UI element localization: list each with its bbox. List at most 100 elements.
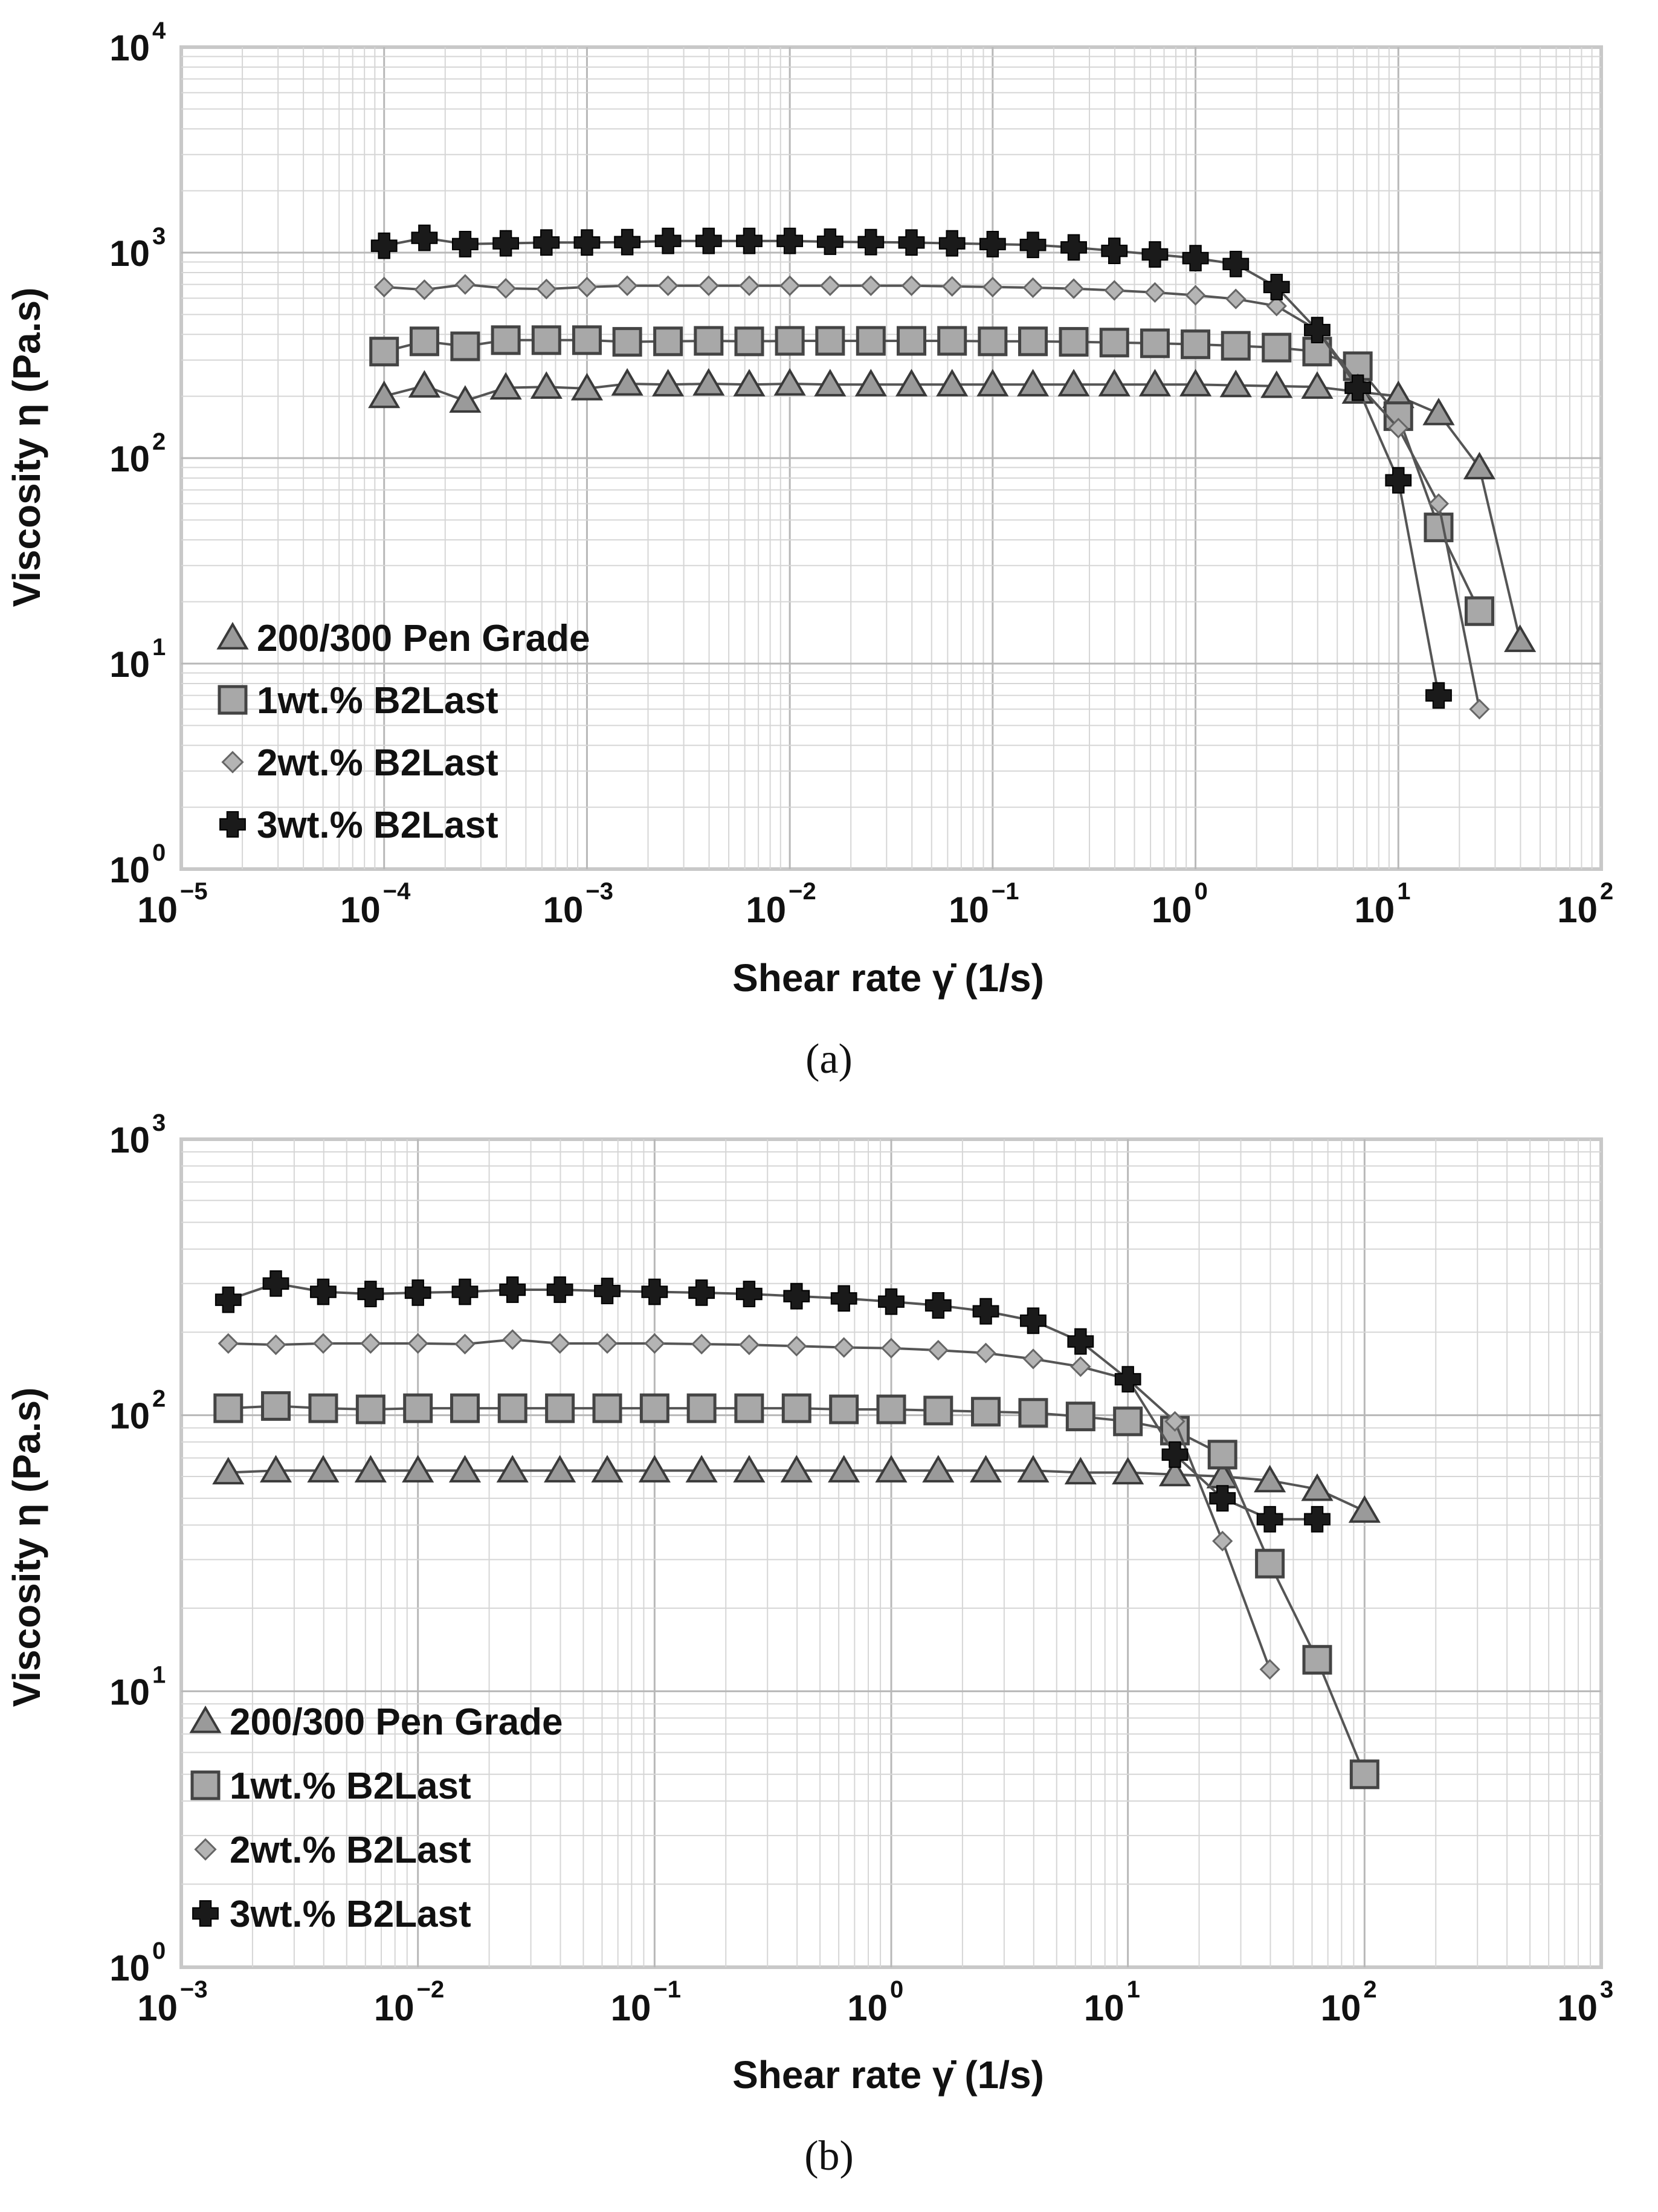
legend-marker xyxy=(216,622,249,650)
data-point xyxy=(819,275,840,296)
data-point xyxy=(614,228,641,256)
data-point xyxy=(1182,245,1209,272)
data-point xyxy=(531,325,561,355)
legend-marker xyxy=(218,685,248,715)
data-point xyxy=(546,1276,573,1303)
y-tick-exponent: 0 xyxy=(152,839,166,866)
legend-marker xyxy=(221,751,244,774)
data-point xyxy=(982,276,1003,298)
data-point xyxy=(1504,624,1537,652)
series-3wt-b2last xyxy=(215,1270,1331,1533)
y-tick-exponent: 3 xyxy=(152,223,166,250)
data-point xyxy=(404,1279,431,1306)
data-point xyxy=(451,1278,479,1305)
x-tick-exponent: −3 xyxy=(180,1976,208,2003)
data-point xyxy=(403,1393,433,1423)
data-point xyxy=(451,231,479,257)
data-point xyxy=(533,229,560,256)
data-point xyxy=(549,1333,570,1354)
data-point xyxy=(212,1457,245,1485)
x-tick-label: 10 xyxy=(1084,1988,1124,2028)
data-point xyxy=(1221,331,1251,361)
data-point xyxy=(312,1333,334,1354)
data-point xyxy=(1059,327,1089,357)
legend-marker xyxy=(190,1770,221,1800)
data-point xyxy=(1212,1530,1233,1552)
data-point xyxy=(1185,285,1206,306)
legend: 200/300 Pen Grade 1wt.% B2Last 2wt.% B2Las… xyxy=(189,1701,563,1935)
data-point xyxy=(496,1455,529,1483)
data-point xyxy=(1022,1348,1044,1370)
y-tick-exponent: 1 xyxy=(152,634,166,661)
data-point xyxy=(616,275,638,296)
data-point xyxy=(698,275,719,296)
series-200-300-pen-grade xyxy=(212,1455,1381,1523)
x-tick-label: 10 xyxy=(374,1988,414,2028)
data-point xyxy=(492,230,520,257)
data-point xyxy=(1388,418,1409,439)
grid xyxy=(181,1139,1601,1967)
data-point xyxy=(924,1292,952,1319)
y-axis-label: Viscosity η (Pa.s) xyxy=(5,1388,48,1707)
data-point xyxy=(1113,1406,1143,1437)
data-point xyxy=(411,224,438,251)
data-point xyxy=(1256,1505,1283,1533)
data-point xyxy=(969,1455,1002,1483)
x-tick-exponent: 2 xyxy=(1600,878,1613,905)
y-tick-exponent: 2 xyxy=(152,428,166,455)
data-point xyxy=(927,1339,949,1361)
data-point xyxy=(1181,329,1211,360)
data-point xyxy=(530,371,563,399)
x-tick-exponent: −1 xyxy=(653,1976,681,2003)
x-tick-label: 10 xyxy=(137,1988,178,2028)
data-point xyxy=(657,275,679,296)
data-point xyxy=(1067,1328,1094,1355)
x-tick-exponent: −3 xyxy=(585,878,613,905)
data-point xyxy=(783,1282,810,1310)
data-point xyxy=(1422,398,1455,425)
data-point xyxy=(639,1393,669,1423)
y-tick-label: 10 xyxy=(109,439,150,479)
data-point xyxy=(978,326,1008,357)
data-point xyxy=(354,1455,387,1483)
data-point xyxy=(738,1334,760,1356)
data-point xyxy=(1425,682,1452,709)
legend-marker xyxy=(189,1706,222,1733)
x-tick-label: 10 xyxy=(1321,1988,1361,2028)
legend-label: 3wt.% B2Last xyxy=(230,1893,471,1935)
x-tick-exponent: 3 xyxy=(1600,1976,1613,2003)
y-tick-exponent: 1 xyxy=(152,1661,166,1688)
data-point xyxy=(1158,1458,1192,1487)
data-point xyxy=(1463,451,1496,480)
data-point xyxy=(638,1455,671,1483)
data-point xyxy=(355,1394,385,1425)
legend-label: 2wt.% B2Last xyxy=(257,742,498,784)
panel-caption: (a) xyxy=(805,1036,853,1082)
data-point xyxy=(686,1393,717,1423)
data-point xyxy=(1301,1473,1334,1501)
data-point xyxy=(1057,369,1090,396)
data-point xyxy=(1098,369,1131,396)
legend-marker xyxy=(194,1838,217,1861)
x-tick-label: 10 xyxy=(847,1988,888,2028)
x-tick-label: 10 xyxy=(340,890,381,930)
data-point xyxy=(971,1397,1001,1427)
data-point xyxy=(780,1455,813,1483)
data-point xyxy=(1254,1464,1286,1493)
data-point xyxy=(1022,277,1044,299)
data-point xyxy=(653,326,683,357)
data-point xyxy=(360,1333,381,1354)
chart-b: 10 −3 10 −2 10 −1 10 0 10 1 10 2 10 310 010 110 210 3Shea… xyxy=(5,1110,1613,2179)
data-point xyxy=(1060,234,1087,261)
x-axis-label: Shear rate γ̇ (1/s) xyxy=(732,2053,1044,2097)
data-point xyxy=(829,1394,859,1425)
data-point xyxy=(1259,1659,1280,1680)
data-point xyxy=(265,1334,286,1356)
y-tick-exponent: 0 xyxy=(152,1938,166,1964)
data-point xyxy=(1255,1548,1285,1579)
x-tick-exponent: −4 xyxy=(383,878,411,905)
x-tick-exponent: 0 xyxy=(890,1976,903,2003)
data-point xyxy=(218,1333,239,1354)
y-tick-label: 10 xyxy=(109,850,150,890)
